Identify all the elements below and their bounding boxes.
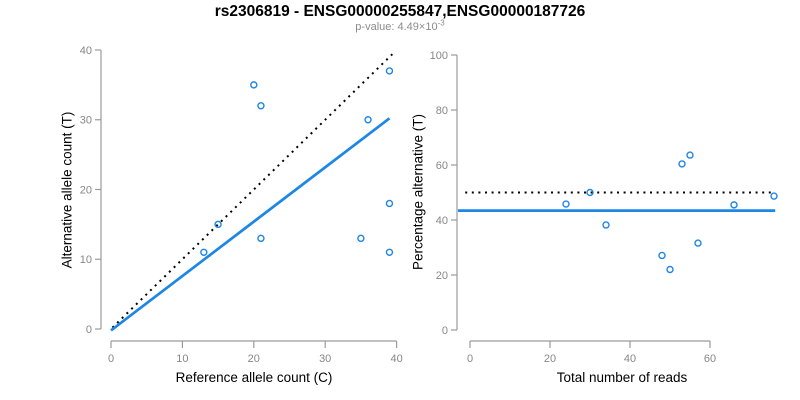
data-point [214,220,222,229]
data-point [364,116,372,124]
data-point [250,81,258,89]
y-tick-label: 30 [80,115,92,127]
y-tick-label: 10 [80,254,92,266]
data-point [770,192,778,200]
data-point [666,265,674,274]
y-tick-label: 80 [436,105,448,117]
left-y-axis-title: Alternative allele count (T) [59,111,75,269]
left-x-axis-title: Reference allele count (C) [175,370,333,385]
x-tick-label: 10 [176,353,188,365]
data-point [694,239,702,247]
identity-line [111,53,394,329]
p-value-exponent: -3 [437,18,445,28]
data-point [562,200,570,208]
y-tick-label: 20 [436,270,448,282]
y-tick-label: 40 [436,215,448,227]
x-tick-label: 0 [467,353,473,365]
y-tick-label: 60 [436,160,448,172]
plot-subtitle: p-value: 4.49×10-3 [0,18,800,33]
right-y-axis-title: Percentage alternative (T) [410,113,426,271]
y-tick-label: 40 [80,45,92,57]
data-point [257,234,265,243]
data-point [658,251,666,260]
y-tick-label: 100 [430,50,448,62]
data-point [586,188,594,197]
data-point [385,248,394,256]
data-point [200,248,208,256]
data-point [686,151,694,159]
x-tick-label: 20 [544,353,556,365]
x-tick-label: 60 [704,353,716,365]
right-x-axis-title: Total number of reads [556,370,688,385]
x-tick-label: 40 [624,353,636,365]
y-tick-label: 0 [442,325,448,337]
p-value-text: p-value: 4.49×10 [355,21,438,33]
x-tick-label: 30 [319,353,331,365]
plot-title: rs2306819 - ENSG00000255847,ENSG00000187… [214,3,586,20]
data-point [602,221,610,229]
x-tick-label: 20 [248,353,260,365]
x-tick-label: 0 [108,353,114,365]
data-point [257,102,265,110]
y-tick-label: 20 [80,184,92,196]
data-point [385,67,394,75]
data-point [678,160,686,168]
data-point [730,201,738,209]
data-point [357,234,365,243]
regression-line [110,117,391,332]
data-point [385,199,394,208]
x-tick-label: 40 [390,353,402,365]
y-tick-label: 0 [86,324,92,336]
